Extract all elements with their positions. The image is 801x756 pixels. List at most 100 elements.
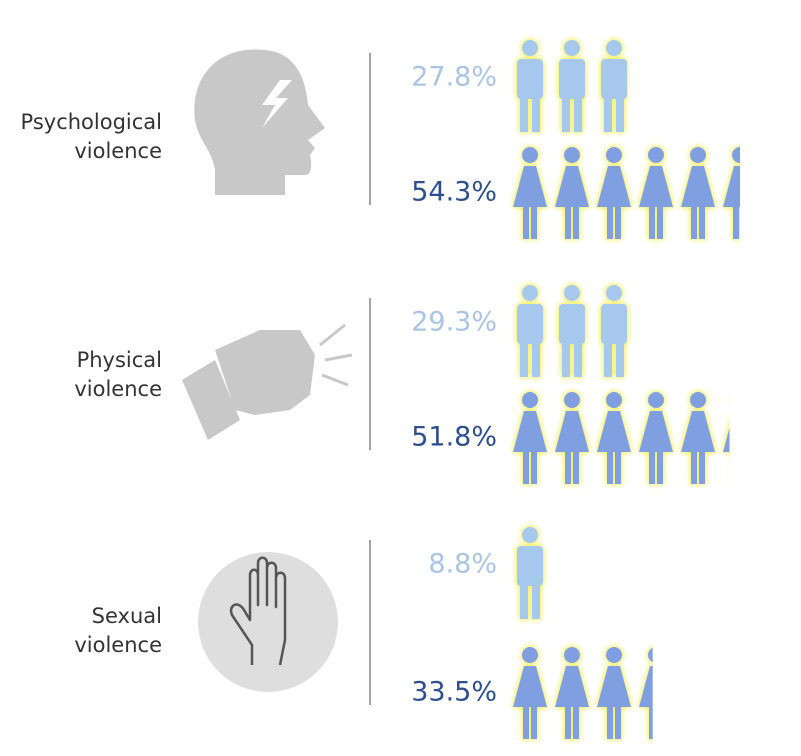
icon-dress: [681, 411, 715, 452]
icon-head: [732, 147, 741, 163]
icon-head: [648, 392, 664, 408]
icon-dress: [597, 666, 631, 707]
pictogram-bar: [517, 285, 627, 377]
value-label: 33.5%: [411, 677, 497, 708]
icon-head: [690, 147, 706, 163]
value-label: 29.3%: [411, 307, 497, 338]
icon-body: [601, 59, 627, 99]
hand-icon: [198, 552, 338, 692]
icon-leg: [574, 96, 582, 132]
icon-body: [517, 304, 543, 344]
icon-leg: [657, 705, 663, 739]
value-label: 27.8%: [411, 62, 497, 93]
icon-leg: [649, 205, 655, 239]
icon-leg: [565, 705, 571, 739]
icon-leg: [604, 341, 612, 377]
icon-leg: [741, 205, 747, 239]
icon-head: [564, 147, 580, 163]
icon-leg: [615, 705, 621, 739]
icons: [517, 285, 627, 377]
icon-leg: [615, 450, 621, 484]
icon-leg: [657, 450, 663, 484]
icon-leg: [531, 205, 537, 239]
pictogram-bar: [513, 392, 748, 484]
category-label: Psychological violence: [20, 110, 162, 163]
icon-leg: [607, 705, 613, 739]
icon-leg: [649, 450, 655, 484]
icon-dress: [639, 166, 673, 207]
icon-head: [606, 40, 622, 56]
icon-dress: [513, 166, 547, 207]
icon-dress: [555, 166, 589, 207]
icon-head: [564, 285, 580, 301]
icon-body: [517, 546, 543, 586]
icon-head: [564, 392, 580, 408]
category-label: Physical violence: [74, 348, 162, 401]
icon-head: [522, 392, 538, 408]
icons: [517, 40, 627, 132]
pictogram-bar: [513, 647, 663, 739]
pictogram-bar: [517, 527, 543, 619]
icons: [517, 527, 543, 619]
icon-head: [522, 40, 538, 56]
icon-leg: [649, 705, 653, 739]
icon-dress: [723, 427, 730, 452]
icon-leg: [616, 96, 624, 132]
icon-head: [522, 527, 538, 543]
icon-leg: [565, 205, 571, 239]
icon-head: [606, 392, 622, 408]
icon-dress: [639, 411, 673, 452]
icon-leg: [532, 341, 540, 377]
icon-head: [522, 147, 538, 163]
value-label: 54.3%: [411, 177, 497, 208]
icon-body: [559, 304, 585, 344]
icon-dress: [723, 166, 741, 207]
icon-leg: [520, 341, 528, 377]
icon-leg: [531, 705, 537, 739]
icon-body: [559, 59, 585, 99]
pictogram-bar: [513, 147, 747, 239]
icon-head: [606, 285, 622, 301]
head-icon: [194, 49, 325, 195]
icon-dress: [555, 666, 589, 707]
icon-head: [606, 147, 622, 163]
icon-leg: [565, 450, 571, 484]
icon-leg: [604, 96, 612, 132]
icon-leg: [562, 341, 570, 377]
icon-dress: [513, 411, 547, 452]
value-label: 8.8%: [428, 549, 497, 580]
icon-leg: [573, 205, 579, 239]
icon-head: [564, 647, 580, 663]
icon-leg: [733, 450, 739, 484]
icon-head: [648, 647, 653, 663]
icon-dress: [597, 166, 631, 207]
icon-leg: [691, 205, 697, 239]
icon-leg: [616, 341, 624, 377]
icon-head: [522, 285, 538, 301]
icon-body: [517, 59, 543, 99]
category-label: Sexual violence: [74, 604, 162, 657]
icon-leg: [520, 583, 528, 619]
icon-leg: [532, 96, 540, 132]
icon-leg: [523, 450, 529, 484]
icon-leg: [699, 450, 705, 484]
icon-leg: [657, 205, 663, 239]
icon-leg: [523, 705, 529, 739]
icon-dress: [555, 411, 589, 452]
icon-head: [522, 647, 538, 663]
icons: [513, 392, 748, 484]
icon-body: [601, 304, 627, 344]
icon-dress: [639, 666, 653, 707]
icon-leg: [574, 341, 582, 377]
icon-leg: [741, 450, 747, 484]
icon-leg: [615, 205, 621, 239]
icon-head: [564, 40, 580, 56]
icon-dress: [513, 666, 547, 707]
icon-head: [732, 392, 748, 408]
value-label: 51.8%: [411, 422, 497, 453]
icon-leg: [520, 96, 528, 132]
pictogram-bar: [517, 40, 627, 132]
icon-leg: [607, 205, 613, 239]
